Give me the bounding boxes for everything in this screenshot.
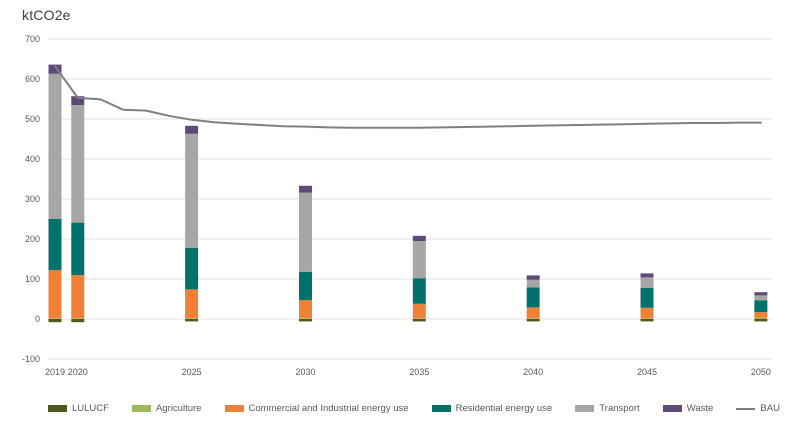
bar-segment-agriculture (640, 318, 654, 319)
y-axis-tick-label: 600 (25, 74, 40, 84)
x-axis-tick-label: 2040 (523, 367, 543, 377)
bar-segment-transport (185, 133, 199, 248)
bar-segment-residential-energy-use (412, 278, 426, 304)
legend-swatch (575, 405, 595, 412)
x-axis-tick-label: 2019 (45, 367, 65, 377)
legend-item-agriculture: Agriculture (132, 403, 201, 414)
bar-segment-residential-energy-use (526, 287, 540, 308)
bar-segment-agriculture (412, 318, 426, 319)
x-axis-tick-label: 2050 (751, 367, 771, 377)
bar-segment-transport (71, 105, 85, 223)
x-axis-tick-label: 2035 (409, 367, 429, 377)
legend-item-residential-energy-use: Residential energy use (431, 403, 553, 414)
bau-line (54, 65, 762, 129)
x-axis-tick-label: 2020 (68, 367, 88, 377)
legend-item-lulucf: LULUCF (48, 403, 109, 414)
chart-legend: LULUCF Agriculture Commercial and Industri… (48, 403, 780, 414)
legend-label: Waste (686, 403, 714, 414)
y-axis-tick-label: 200 (25, 234, 40, 244)
legend-item-commercial-and-industrial-energy-use: Commercial and Industrial energy use (224, 403, 409, 414)
legend-item-waste: Waste (662, 403, 714, 414)
bar-segment-lulucf (640, 319, 654, 322)
bar-segment-agriculture (48, 318, 62, 319)
bar-segment-transport (640, 277, 654, 288)
bar-segment-waste (185, 125, 199, 134)
legend-label: Transport (599, 403, 640, 414)
legend-label: LULUCF (72, 403, 109, 414)
bar-segment-agriculture (71, 318, 85, 319)
bar-segment-commercial-and-industrial-energy-use (185, 289, 199, 319)
bar-segment-commercial-and-industrial-energy-use (526, 307, 540, 319)
legend-label: Commercial and Industrial energy use (248, 403, 409, 414)
bar-segment-commercial-and-industrial-energy-use (298, 300, 312, 319)
legend-label: Agriculture (156, 403, 202, 414)
bar-segment-waste (298, 185, 312, 193)
bar-segment-residential-energy-use (298, 271, 312, 301)
bar-segment-residential-energy-use (640, 287, 654, 308)
legend-swatch (224, 405, 244, 412)
bar-segment-residential-energy-use (754, 300, 768, 313)
bar-segment-commercial-and-industrial-energy-use (71, 275, 85, 319)
bar-segment-waste (412, 235, 426, 241)
legend-label: BAU (760, 403, 780, 414)
bar-segment-waste (48, 64, 62, 74)
x-axis-tick-label: 2025 (182, 367, 202, 377)
bar-segment-transport (48, 73, 62, 219)
bar-segment-residential-energy-use (48, 219, 62, 271)
bar-segment-transport (526, 279, 540, 288)
legend-item-bau: BAU (736, 403, 780, 414)
y-axis-tick-label: 500 (25, 114, 40, 124)
bar-segment-waste (640, 273, 654, 278)
bar-segment-agriculture (298, 318, 312, 319)
legend-swatch (48, 405, 67, 412)
legend-swatch (662, 405, 682, 412)
bar-segment-lulucf (754, 319, 768, 322)
x-axis-tick-label: 2030 (295, 367, 315, 377)
y-axis-tick-label: 400 (25, 154, 40, 164)
x-axis-tick-label: 2045 (637, 367, 657, 377)
bar-segment-lulucf (71, 319, 85, 323)
bar-segment-transport (754, 295, 768, 301)
bar-segment-commercial-and-industrial-energy-use (412, 303, 426, 319)
bar-segment-waste (526, 275, 540, 280)
bar-segment-commercial-and-industrial-energy-use (640, 307, 654, 319)
legend-label: Residential energy use (455, 403, 553, 414)
legend-item-transport: Transport (575, 403, 640, 414)
bar-segment-lulucf (412, 319, 426, 322)
legend-swatch (736, 407, 756, 410)
y-axis-tick-label: 300 (25, 194, 40, 204)
y-axis-tick-label: 700 (25, 34, 40, 44)
bar-segment-lulucf (185, 319, 199, 322)
bar-segment-residential-energy-use (71, 222, 85, 275)
bar-segment-residential-energy-use (185, 247, 199, 290)
y-axis-tick-label: 100 (25, 274, 40, 284)
chart-title: ktCO2e (22, 7, 71, 23)
bar-segment-waste (71, 96, 85, 105)
y-axis-tick-label: 0 (35, 314, 40, 324)
legend-swatch (431, 405, 451, 412)
bar-segment-transport (298, 192, 312, 272)
bar-segment-commercial-and-industrial-energy-use (48, 270, 62, 319)
bar-segment-lulucf (298, 319, 312, 322)
bar-segment-agriculture (185, 318, 199, 319)
bar-segment-waste (754, 292, 768, 296)
legend-swatch (132, 405, 152, 412)
bar-segment-lulucf (48, 319, 62, 323)
bar-segment-transport (412, 241, 426, 279)
bar-segment-agriculture (754, 317, 768, 319)
bar-segment-agriculture (526, 318, 540, 319)
y-axis-tick-label: -100 (22, 354, 40, 364)
bar-segment-commercial-and-industrial-energy-use (754, 312, 768, 318)
bar-segment-lulucf (526, 319, 540, 322)
